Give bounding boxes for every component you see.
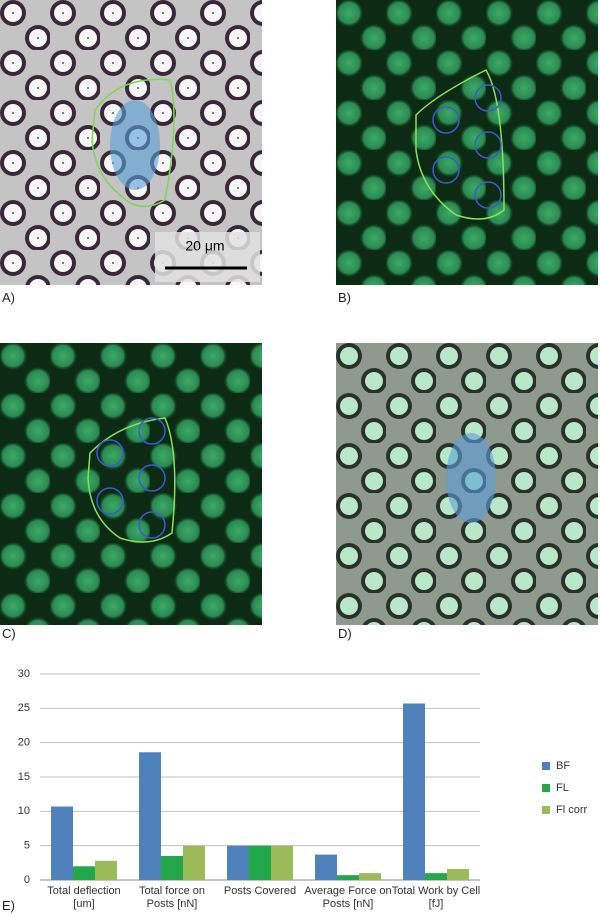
legend-label: BF (556, 760, 570, 772)
x-tick-label: Posts Covered (223, 885, 297, 897)
y-tick-label: 5 (24, 840, 30, 852)
x-tick-label: Total force on Posts [nN] (138, 885, 206, 910)
panel-label: B) (338, 290, 351, 305)
y-tick-label: 30 (18, 668, 30, 680)
bar (403, 703, 425, 880)
bar (315, 854, 337, 880)
y-tick-label: 25 (18, 702, 30, 714)
x-tick-label: Total deflection [um] (47, 885, 121, 910)
bar (359, 873, 381, 880)
y-tick-label: 20 (18, 737, 30, 749)
legend-swatch (542, 784, 550, 792)
legend-swatch (542, 806, 550, 814)
fluorescence-image-corrected (0, 343, 262, 625)
legend-label: FL (556, 782, 569, 794)
bar (95, 860, 117, 880)
scale-bar-label: 20 μm (185, 238, 224, 254)
bar (161, 855, 183, 880)
bar (227, 845, 249, 880)
panel-label: E) (2, 898, 15, 913)
bar (447, 869, 469, 880)
brightfield-image: 20 μm (0, 0, 262, 285)
bar (425, 873, 447, 880)
legend-label: Fl corr (556, 804, 588, 816)
chart: 0 5 10 15 20 25 30 BF FL Fl corr (18, 668, 588, 886)
legend-swatch (542, 762, 550, 770)
bar (139, 752, 161, 880)
panel-label: C) (2, 626, 16, 641)
bar (51, 806, 73, 880)
bar (73, 866, 95, 880)
x-tick-label: Total Work by Cell [fJ] (391, 885, 481, 910)
y-tick-label: 15 (18, 771, 30, 783)
bar (183, 845, 205, 880)
bar (271, 845, 293, 880)
panel-label: A) (2, 290, 15, 305)
y-tick-label: 10 (18, 805, 30, 817)
fluorescence-image (336, 0, 598, 285)
panel-label: D) (338, 626, 352, 641)
y-tick-label: 0 (24, 874, 30, 886)
bar (337, 875, 359, 880)
bar (249, 845, 271, 880)
x-tick-label: Average Force on Posts [nN] (304, 885, 392, 910)
overlay-image (336, 343, 598, 625)
